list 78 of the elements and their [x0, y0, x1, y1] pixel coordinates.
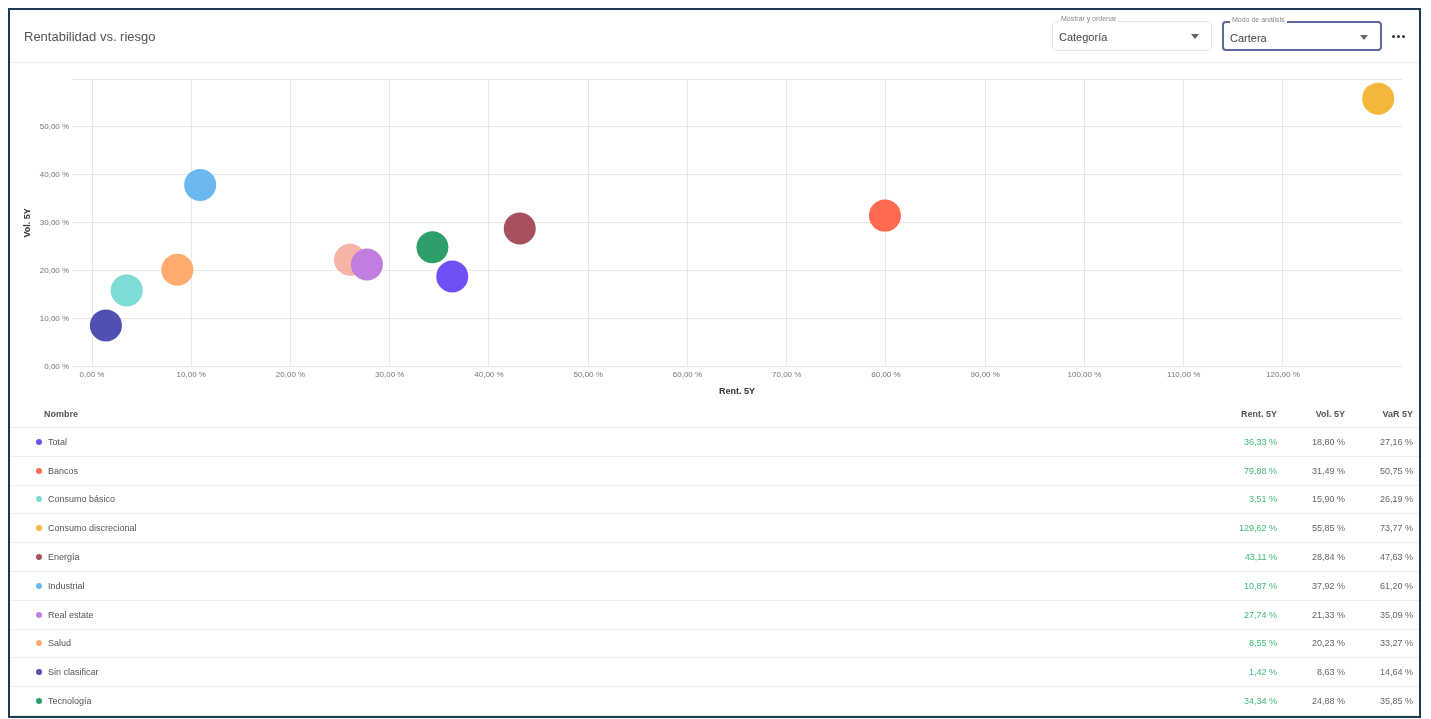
- data-label: 129,62 %: [1237, 523, 1278, 534]
- point: [350, 248, 383, 281]
- chart-title: Rentabilidad vs. riesgo: [24, 28, 157, 44]
- point: [161, 253, 194, 286]
- x-tick-label: 110,00 %: [1167, 369, 1201, 379]
- y-tick-label: 40,00 %: [39, 170, 70, 180]
- category-label: Industrial: [48, 580, 85, 591]
- point: [503, 212, 536, 245]
- x-tick-label: 120,00 %: [1266, 369, 1300, 379]
- category-label: Consumo básico: [48, 494, 116, 505]
- data-label: 36,33 %: [1242, 436, 1278, 447]
- text: Cartera: [1230, 32, 1267, 44]
- x-tick-label: 90,00 %: [970, 369, 1000, 379]
- data-label: 61,20 %: [1378, 580, 1414, 591]
- data-label: 21,33 %: [1310, 609, 1346, 620]
- category-label: Real estate: [48, 609, 94, 620]
- data-label: 8,55 %: [1247, 638, 1278, 649]
- data-label: 31,49 %: [1310, 465, 1346, 476]
- y-tick-label: 0,00 %: [44, 361, 70, 371]
- data-label: 28,84 %: [1310, 552, 1346, 563]
- x-tick-label: 20,00 %: [275, 369, 306, 379]
- data-label: 15,90 %: [1310, 494, 1346, 505]
- text: VaR 5Y: [1381, 409, 1414, 419]
- point: [868, 199, 901, 232]
- x-tick-label: 0,00 %: [79, 369, 105, 379]
- category-label: Energía: [48, 552, 80, 563]
- x-tick-label: 50,00 %: [573, 369, 603, 379]
- data-label: 1,42 %: [1247, 667, 1278, 678]
- x-tick-label: 70,00 %: [772, 369, 802, 379]
- data-label: 14,64 %: [1378, 667, 1414, 678]
- point: [89, 309, 122, 342]
- x-tick-label: 80,00 %: [871, 369, 901, 379]
- category-label: Tecnología: [48, 696, 92, 707]
- data-label: 35,85 %: [1378, 696, 1414, 707]
- text: Nombre: [43, 409, 79, 419]
- data-label: 37,92 %: [1310, 580, 1346, 591]
- x-tick-label: 30,00 %: [375, 369, 405, 379]
- x-tick-label: 10,00 %: [176, 369, 206, 379]
- x-tick-label: 40,00 %: [474, 369, 504, 379]
- data-label: 33,27 %: [1378, 638, 1414, 649]
- category-label: Bancos: [48, 465, 79, 476]
- point: [110, 274, 143, 307]
- data-label: 43,11 %: [1243, 552, 1278, 563]
- data-label: 27,74 %: [1242, 609, 1278, 620]
- x-tick-label: 60,00 %: [672, 369, 703, 379]
- data-label: 55,85 %: [1310, 523, 1346, 534]
- point: [436, 260, 469, 293]
- category-label: Sin clasificar: [48, 667, 99, 678]
- data-label: 26,19 %: [1378, 494, 1414, 505]
- y-tick-label: 30,00 %: [39, 218, 70, 227]
- data-label: 20,23 %: [1310, 638, 1346, 649]
- y-tick-label: 10,00 %: [39, 313, 70, 323]
- data-label: 27,16 %: [1378, 436, 1414, 447]
- data-label: 79,88 %: [1242, 465, 1278, 476]
- data-label: 18,80 %: [1310, 436, 1346, 447]
- data-label: 35,09 %: [1378, 609, 1414, 620]
- y-tick-label: 50,00 %: [39, 122, 70, 132]
- text: Vol. 5Y: [1314, 409, 1346, 419]
- data-label: 8,63 %: [1315, 667, 1346, 678]
- data-label: 3,51 %: [1247, 494, 1278, 505]
- data-label: 24,88 %: [1310, 696, 1346, 707]
- category-label: Consumo discrecional: [48, 523, 137, 534]
- point: [1362, 82, 1395, 115]
- point: [184, 168, 217, 201]
- x-tick-label: 100,00 %: [1067, 369, 1102, 379]
- data-label: 50,75 %: [1378, 465, 1414, 476]
- y-axis-title: Vol. 5Y: [21, 208, 32, 238]
- data-label: 34,34 %: [1242, 696, 1278, 707]
- text: Rent. 5Y: [1240, 409, 1278, 419]
- data-label: 73,77 %: [1378, 523, 1414, 534]
- data-label: 47,63 %: [1378, 552, 1414, 563]
- category-label: Total: [48, 436, 68, 447]
- y-tick-label: 20,00 %: [39, 265, 70, 275]
- text: Categoría: [1059, 31, 1108, 43]
- category-label: Salud: [48, 638, 72, 649]
- point: [416, 231, 449, 264]
- data-label: 10,87 %: [1242, 580, 1278, 591]
- x-axis-title: Rent. 5Y: [719, 386, 756, 397]
